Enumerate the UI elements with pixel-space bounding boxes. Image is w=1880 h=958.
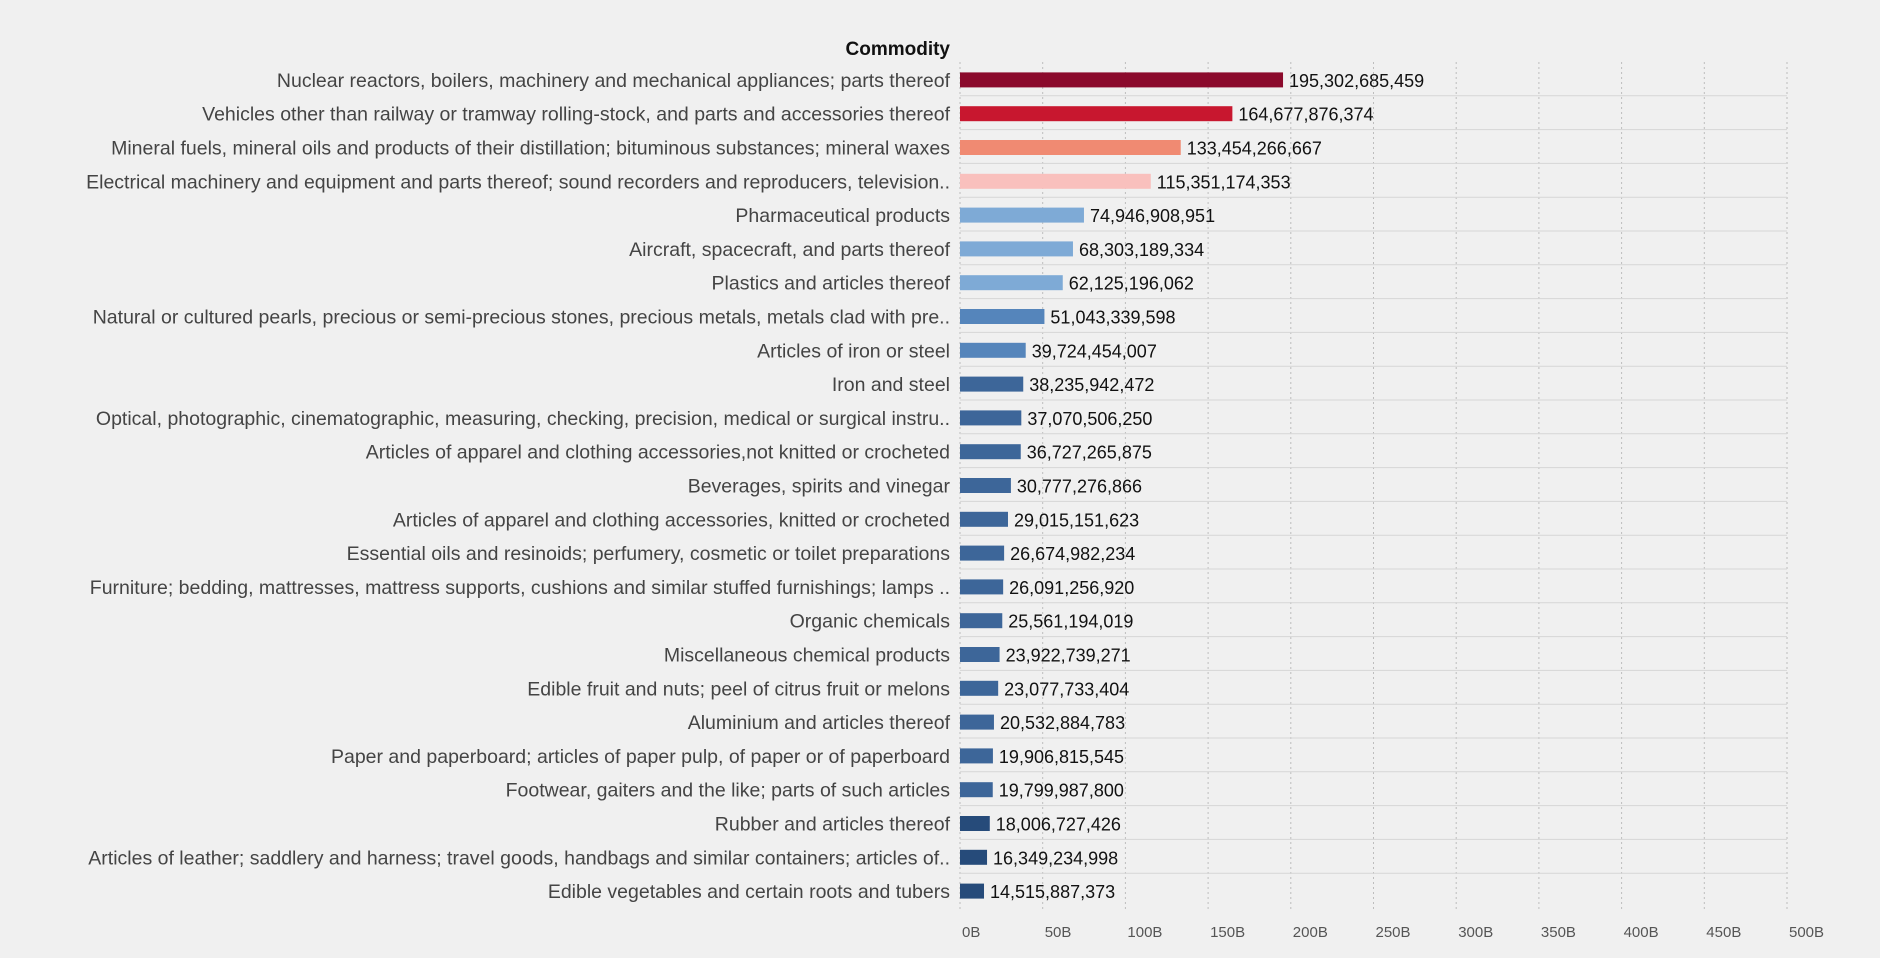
value-label: 14,515,887,373 — [990, 882, 1115, 902]
bar[interactable] — [960, 680, 999, 696]
bar[interactable] — [960, 309, 1045, 324]
bar[interactable] — [960, 410, 1022, 426]
value-label: 36,727,265,875 — [1027, 443, 1152, 463]
bar[interactable] — [960, 579, 1004, 595]
value-label: 16,349,234,998 — [993, 848, 1118, 868]
category-label: Nuclear reactors, boilers, machinery and… — [277, 70, 951, 92]
value-label: 68,303,189,334 — [1079, 240, 1204, 260]
bar[interactable] — [960, 207, 1084, 223]
category-label: Optical, photographic, cinematographic, … — [96, 408, 950, 430]
bar[interactable] — [960, 883, 985, 899]
bar[interactable] — [960, 275, 1063, 291]
category-label: Footwear, gaiters and the like; parts of… — [506, 780, 951, 802]
bar[interactable] — [960, 748, 993, 764]
bar[interactable] — [960, 849, 988, 865]
category-label: Miscellaneous chemical products — [664, 645, 950, 667]
value-label: 18,006,727,426 — [996, 815, 1121, 835]
category-labels: Nuclear reactors, boilers, machinery and… — [86, 70, 950, 903]
x-tick-label: 50B — [1045, 924, 1072, 941]
bar[interactable] — [960, 478, 1011, 493]
category-label: Vehicles other than railway or tramway r… — [202, 104, 950, 126]
value-label: 39,724,454,007 — [1032, 341, 1157, 361]
x-tick-label: 0B — [962, 924, 980, 941]
x-axis-ticks: 0B 50B 100B 150B 200B 250B 300B 350B 400B 450B 500… — [962, 924, 1824, 941]
bar[interactable] — [960, 72, 1284, 88]
chart-title: Commodity — [846, 39, 951, 60]
bar[interactable] — [960, 376, 1024, 392]
category-label: Articles of apparel and clothing accesso… — [393, 509, 950, 531]
row-separators — [960, 95, 1787, 874]
category-label: Articles of apparel and clothing accesso… — [366, 442, 950, 464]
category-label: Aircraft, spacecraft, and parts thereof — [629, 239, 950, 261]
bar[interactable] — [960, 342, 1026, 358]
bar[interactable] — [960, 545, 1005, 561]
category-label: Plastics and articles thereof — [712, 273, 951, 295]
category-label: Organic chemicals — [790, 611, 951, 633]
bar[interactable] — [960, 106, 1233, 122]
bar[interactable] — [960, 613, 1003, 629]
category-label: Mineral fuels, mineral oils and products… — [111, 138, 950, 160]
bars — [960, 72, 1284, 899]
value-label: 74,946,908,951 — [1090, 206, 1215, 226]
value-label: 26,674,982,234 — [1010, 544, 1135, 564]
value-label: 62,125,196,062 — [1069, 274, 1194, 294]
category-label: Electrical machinery and equipment and p… — [86, 171, 950, 193]
x-tick-label: 400B — [1624, 924, 1659, 941]
category-label: Articles of iron or steel — [757, 340, 950, 362]
category-label: Aluminium and articles thereof — [688, 712, 951, 734]
x-tick-label: 500B — [1789, 924, 1824, 941]
value-label: 19,799,987,800 — [999, 781, 1124, 801]
category-label: Furniture; bedding, mattresses, mattress… — [90, 577, 950, 599]
value-label: 164,677,876,374 — [1238, 105, 1373, 125]
value-label: 30,777,276,866 — [1017, 477, 1142, 497]
bar[interactable] — [960, 782, 993, 798]
bar[interactable] — [960, 241, 1073, 257]
x-tick-label: 100B — [1127, 924, 1162, 941]
bar[interactable] — [960, 511, 1008, 527]
value-label: 26,091,256,920 — [1009, 578, 1134, 598]
x-tick-label: 250B — [1376, 924, 1411, 941]
value-label: 25,561,194,019 — [1008, 612, 1133, 632]
value-label: 133,454,266,667 — [1187, 139, 1322, 159]
x-tick-label: 350B — [1541, 924, 1576, 941]
x-tick-label: 300B — [1458, 924, 1493, 941]
value-label: 37,070,506,250 — [1027, 409, 1152, 429]
bar[interactable] — [960, 816, 990, 831]
value-label: 195,302,685,459 — [1289, 71, 1424, 91]
category-label: Natural or cultured pearls, precious or … — [93, 307, 950, 329]
value-labels: 195,302,685,459 164,677,876,374 133,454,26… — [990, 71, 1424, 902]
value-label: 19,906,815,545 — [999, 747, 1124, 767]
value-label: 29,015,151,623 — [1014, 510, 1139, 530]
bar[interactable] — [960, 647, 1000, 662]
category-label: Edible vegetables and certain roots and … — [548, 881, 950, 903]
x-tick-label: 450B — [1706, 924, 1741, 941]
x-tick-label: 200B — [1293, 924, 1328, 941]
value-label: 23,077,733,404 — [1004, 679, 1129, 699]
category-label: Articles of leather; saddlery and harnes… — [88, 847, 950, 869]
bar[interactable] — [960, 173, 1151, 189]
value-label: 20,532,884,783 — [1000, 713, 1125, 733]
grid — [959, 62, 1788, 911]
value-label: 38,235,942,472 — [1029, 375, 1154, 395]
x-tick-label: 150B — [1210, 924, 1245, 941]
category-label: Essential oils and resinoids; perfumery,… — [347, 543, 951, 565]
value-label: 115,351,174,353 — [1157, 172, 1291, 192]
bar[interactable] — [960, 444, 1021, 460]
category-label: Iron and steel — [832, 374, 950, 396]
category-label: Edible fruit and nuts; peel of citrus fr… — [527, 678, 950, 700]
bar[interactable] — [960, 714, 994, 730]
category-label: Pharmaceutical products — [735, 205, 950, 227]
bar[interactable] — [960, 140, 1181, 155]
category-label: Rubber and articles thereof — [715, 814, 951, 836]
value-label: 51,043,339,598 — [1050, 308, 1175, 328]
value-label: 23,922,739,271 — [1006, 646, 1131, 666]
category-label: Beverages, spirits and vinegar — [688, 476, 951, 498]
category-label: Paper and paperboard; articles of paper … — [331, 746, 950, 768]
